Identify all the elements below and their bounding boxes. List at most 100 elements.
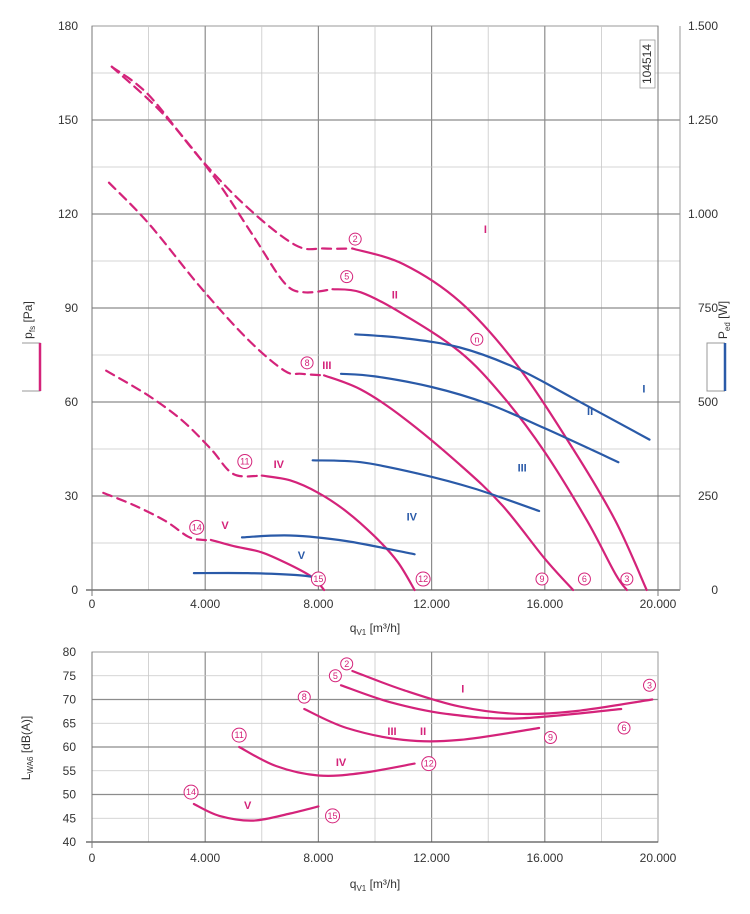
x-axis-label: qV1 [m³/h] <box>350 621 401 637</box>
x-tick-label: 8.000 <box>303 851 333 865</box>
point-number: n <box>474 334 479 344</box>
y2-tick-label: 0 <box>711 583 718 597</box>
x-tick-label: 0 <box>89 851 96 865</box>
curve-roman-label: III <box>518 463 527 475</box>
point-number: 6 <box>582 574 587 584</box>
point-number: 3 <box>624 574 629 584</box>
y-tick-label: 120 <box>58 207 78 221</box>
x-tick-label: 20.000 <box>640 851 677 865</box>
curve-roman-label: II <box>392 290 398 302</box>
performance-chart: 0 4.000 8.000 12.000 16.000 20.00003060901201… <box>21 19 732 637</box>
point-number: 8 <box>305 358 310 368</box>
sound-curve <box>351 669 654 716</box>
legend-right-box <box>706 342 725 392</box>
x-tick-label: 16.000 <box>526 597 563 611</box>
point-number-ring <box>577 572 591 586</box>
y-tick-label: 50 <box>63 788 77 802</box>
y-tick-label: 30 <box>65 489 79 503</box>
y2-axis-label: Ped [W] <box>716 301 732 339</box>
curve-roman-label: V <box>298 550 306 562</box>
y-tick-label: 60 <box>63 740 77 754</box>
point-number: 5 <box>333 671 338 681</box>
point-number-ring <box>310 571 326 587</box>
curve-roman-label: II <box>587 406 593 418</box>
power-curve <box>311 459 541 513</box>
point-number: 9 <box>539 574 544 584</box>
point-number-ring <box>620 572 634 586</box>
point-number-ring <box>643 678 657 692</box>
x-tick-label: 4.000 <box>190 851 220 865</box>
pressure-curve <box>260 474 416 592</box>
point-number: 14 <box>192 522 202 532</box>
point-number-ring <box>543 731 557 744</box>
point-number: 9 <box>548 733 553 743</box>
point-number-ring <box>535 572 549 586</box>
sound-power-chart: 0 4.000 8.000 12.000 16.000 20.000 40 45 50 55 60 6… <box>19 645 677 893</box>
point-number: 6 <box>622 723 627 733</box>
point-number-ring <box>297 690 311 704</box>
y2-tick-label: 500 <box>698 395 718 409</box>
point-number: 15 <box>328 811 338 821</box>
y-tick-label: 60 <box>65 395 79 409</box>
point-number: 11 <box>234 730 243 740</box>
x-axis-label: qV1 [m³/h] <box>350 877 401 893</box>
pressure-curve-dashed <box>107 181 326 377</box>
pressure-curve <box>331 288 628 592</box>
x-tick-label: 12.000 <box>413 597 450 611</box>
sound-curve <box>238 745 416 778</box>
y-tick-label: 40 <box>63 835 77 849</box>
point-number-ring <box>340 657 354 671</box>
y-tick-label: 80 <box>63 645 77 659</box>
pressure-curve <box>351 247 648 592</box>
point-number: 14 <box>186 787 196 797</box>
point-number-ring <box>470 332 484 346</box>
sound-curve <box>303 707 541 743</box>
x-tick-label: 12.000 <box>413 851 450 865</box>
legend-left-box <box>22 342 41 392</box>
x-tick-label: 0 <box>89 597 96 611</box>
y2-tick-label: 1.000 <box>688 207 718 221</box>
y-tick-label: 45 <box>63 811 77 825</box>
sound-curve <box>192 802 320 822</box>
point-number-ring <box>231 727 247 743</box>
point-number-ring <box>300 356 314 370</box>
point-number: 15 <box>313 574 323 584</box>
curve-roman-label: IV <box>407 511 418 523</box>
point-number-ring <box>183 784 199 800</box>
y2-tick-label: 750 <box>698 301 718 315</box>
y2-tick-label: 1.250 <box>688 113 718 127</box>
point-number: 5 <box>344 272 349 282</box>
y2-tick-label: 250 <box>698 489 718 503</box>
point-number: 12 <box>418 574 428 584</box>
point-number-ring <box>415 571 431 587</box>
curve-roman-label: V <box>221 520 229 532</box>
point-number-ring <box>421 756 437 772</box>
pressure-curve-dashed <box>110 65 334 294</box>
point-number-ring <box>617 721 631 735</box>
point-number-ring <box>328 669 342 683</box>
curve-roman-label: IV <box>336 757 347 769</box>
y-tick-label: 90 <box>65 301 79 315</box>
x-tick-label: 4.000 <box>190 597 220 611</box>
power-curve <box>339 372 620 464</box>
curve-roman-label: II <box>420 726 426 738</box>
x-tick-label: 20.000 <box>640 597 677 611</box>
point-number-ring <box>325 808 341 824</box>
y-tick-label: 75 <box>63 669 77 683</box>
y-axis-label: pfs [Pa] <box>21 301 37 339</box>
point-number: 2 <box>353 234 358 244</box>
point-number: 12 <box>424 759 434 769</box>
y2-tick-label: 1.500 <box>688 19 718 33</box>
pressure-curve-dashed <box>110 65 354 251</box>
curve-roman-label: I <box>484 224 487 236</box>
curve-roman-label: III <box>322 360 331 372</box>
code-box <box>639 39 656 89</box>
power-curve <box>240 534 416 556</box>
y-tick-label: 0 <box>71 583 78 597</box>
pressure-curve-dashed <box>105 369 263 478</box>
x-tick-label: 16.000 <box>526 851 563 865</box>
point-number: 11 <box>240 457 249 467</box>
curve-roman-label: V <box>244 800 252 812</box>
point-number-ring <box>340 270 354 284</box>
